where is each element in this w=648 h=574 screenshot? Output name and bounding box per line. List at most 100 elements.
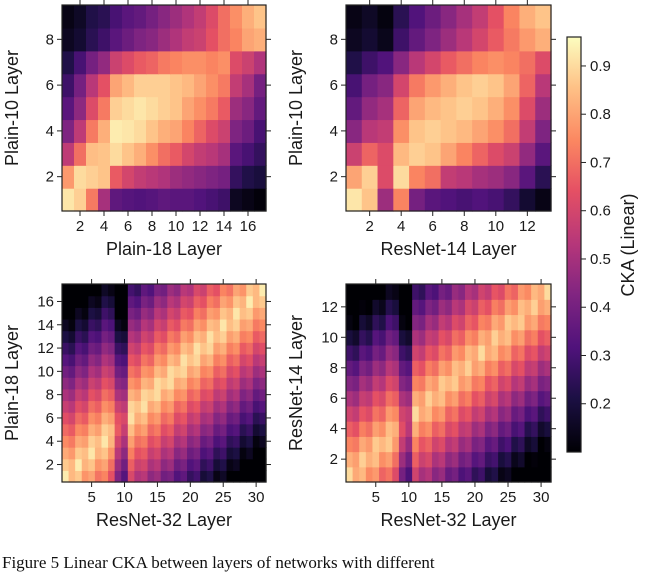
- heatmap-cell: [239, 365, 247, 378]
- heatmap-cell: [160, 377, 168, 390]
- heatmap-cell: [167, 284, 175, 297]
- heatmap-cell: [110, 165, 123, 189]
- heatmap-cell: [418, 451, 426, 468]
- heatmap-cell: [194, 165, 207, 189]
- heatmap-cell: [491, 375, 499, 392]
- heatmap-cell: [239, 318, 247, 332]
- heatmap-cell: [167, 447, 175, 460]
- heatmap-cell: [206, 423, 214, 437]
- x-axis-label: ResNet-14 Layer: [380, 239, 516, 259]
- heatmap-cell: [517, 344, 526, 361]
- heatmap-cell: [167, 365, 175, 378]
- heatmap-cell: [187, 377, 195, 390]
- heatmap-cell: [524, 375, 532, 392]
- heatmap-cell: [471, 405, 479, 422]
- heatmap-cell: [524, 344, 532, 361]
- heatmap-cell: [75, 284, 83, 297]
- heatmap-cell: [122, 73, 135, 98]
- heatmap-cell: [359, 284, 367, 300]
- heatmap-cell: [193, 353, 201, 367]
- heatmap-cell: [524, 314, 532, 331]
- heatmap-cell: [154, 400, 162, 413]
- heatmap-cell: [465, 284, 473, 300]
- heatmap-cell: [424, 142, 442, 166]
- heatmap-cell: [180, 365, 188, 378]
- heatmap-cell: [252, 423, 261, 437]
- heatmap-cell: [365, 466, 374, 483]
- heatmap-cell: [398, 299, 407, 316]
- heatmap-cell: [140, 400, 149, 413]
- heatmap-cell: [393, 142, 410, 166]
- heatmap-cell: [392, 314, 400, 331]
- heatmap-cell: [108, 342, 116, 355]
- heatmap-cell: [246, 353, 254, 367]
- heatmap-cell: [173, 470, 182, 483]
- heatmap-cell: [424, 27, 442, 52]
- heatmap-cell: [531, 375, 539, 392]
- heatmap-cell: [200, 377, 208, 390]
- heatmap-cell: [239, 307, 247, 320]
- heatmap-cell: [519, 96, 536, 121]
- heatmap-cell: [377, 27, 394, 52]
- heatmap-cell: [365, 436, 374, 453]
- heatmap-cell: [365, 375, 374, 392]
- heatmap-cell: [503, 5, 521, 29]
- heatmap-cell: [81, 447, 89, 460]
- heatmap-cell: [98, 5, 111, 29]
- heatmap-cell: [487, 50, 505, 75]
- heatmap-cell: [121, 447, 129, 460]
- heatmap-cell: [218, 27, 231, 52]
- colorbar-tick-label: 0.2: [590, 396, 611, 413]
- heatmap-cell: [438, 436, 446, 453]
- heatmap-cell: [465, 421, 473, 437]
- heatmap-cell: [127, 470, 135, 483]
- heatmap-cell: [81, 470, 89, 483]
- y-tick-label: 14: [37, 317, 54, 334]
- heatmap-cell: [167, 330, 175, 343]
- heatmap-cell: [487, 73, 505, 98]
- heatmap-cell: [213, 458, 221, 471]
- heatmap-cell: [206, 284, 214, 297]
- heatmap-cell: [398, 284, 407, 300]
- heatmap-cell: [252, 435, 261, 448]
- heatmap-cell: [213, 330, 221, 343]
- heatmap-cell: [170, 27, 183, 52]
- heatmap-cell: [252, 365, 261, 378]
- heatmap-cell: [81, 330, 89, 343]
- heatmap-cell: [487, 142, 505, 166]
- heatmap-cell: [121, 307, 129, 320]
- heatmap-cell: [252, 330, 261, 343]
- heatmap-cell: [346, 436, 354, 453]
- heatmap-cell: [74, 73, 87, 98]
- heatmap-cell: [440, 73, 457, 98]
- heatmap-cell: [365, 421, 374, 437]
- heatmap-cell: [456, 119, 473, 143]
- heatmap-cell: [504, 421, 512, 437]
- heatmap-cell: [158, 5, 171, 29]
- heatmap-cell: [88, 447, 96, 460]
- heatmap-cell: [504, 284, 512, 300]
- heatmap-cell: [377, 73, 394, 98]
- heatmap-cell: [206, 412, 214, 425]
- heatmap-cell: [206, 400, 214, 413]
- heatmap-cell: [438, 421, 446, 437]
- heatmap-cell: [140, 307, 149, 320]
- heatmap-cell: [239, 284, 247, 297]
- heatmap-cell: [233, 330, 241, 343]
- heatmap-cell: [121, 353, 129, 367]
- heatmap-cell: [392, 375, 400, 392]
- heatmap-cell: [62, 423, 70, 437]
- heatmap-cell: [359, 421, 367, 437]
- heatmap-cell: [88, 470, 96, 483]
- heatmap-cell: [465, 314, 473, 331]
- heatmap-cell: [472, 142, 489, 166]
- heatmap-cell: [101, 400, 109, 413]
- heatmap-cell: [377, 188, 394, 212]
- heatmap-cell: [425, 405, 433, 422]
- x-tick-label: 6: [429, 218, 437, 235]
- heatmap-cell: [385, 314, 393, 331]
- heatmap-cell: [519, 188, 536, 212]
- heatmap-cell: [146, 50, 159, 75]
- heatmap-cell: [451, 375, 460, 392]
- heatmap-cell: [445, 390, 453, 407]
